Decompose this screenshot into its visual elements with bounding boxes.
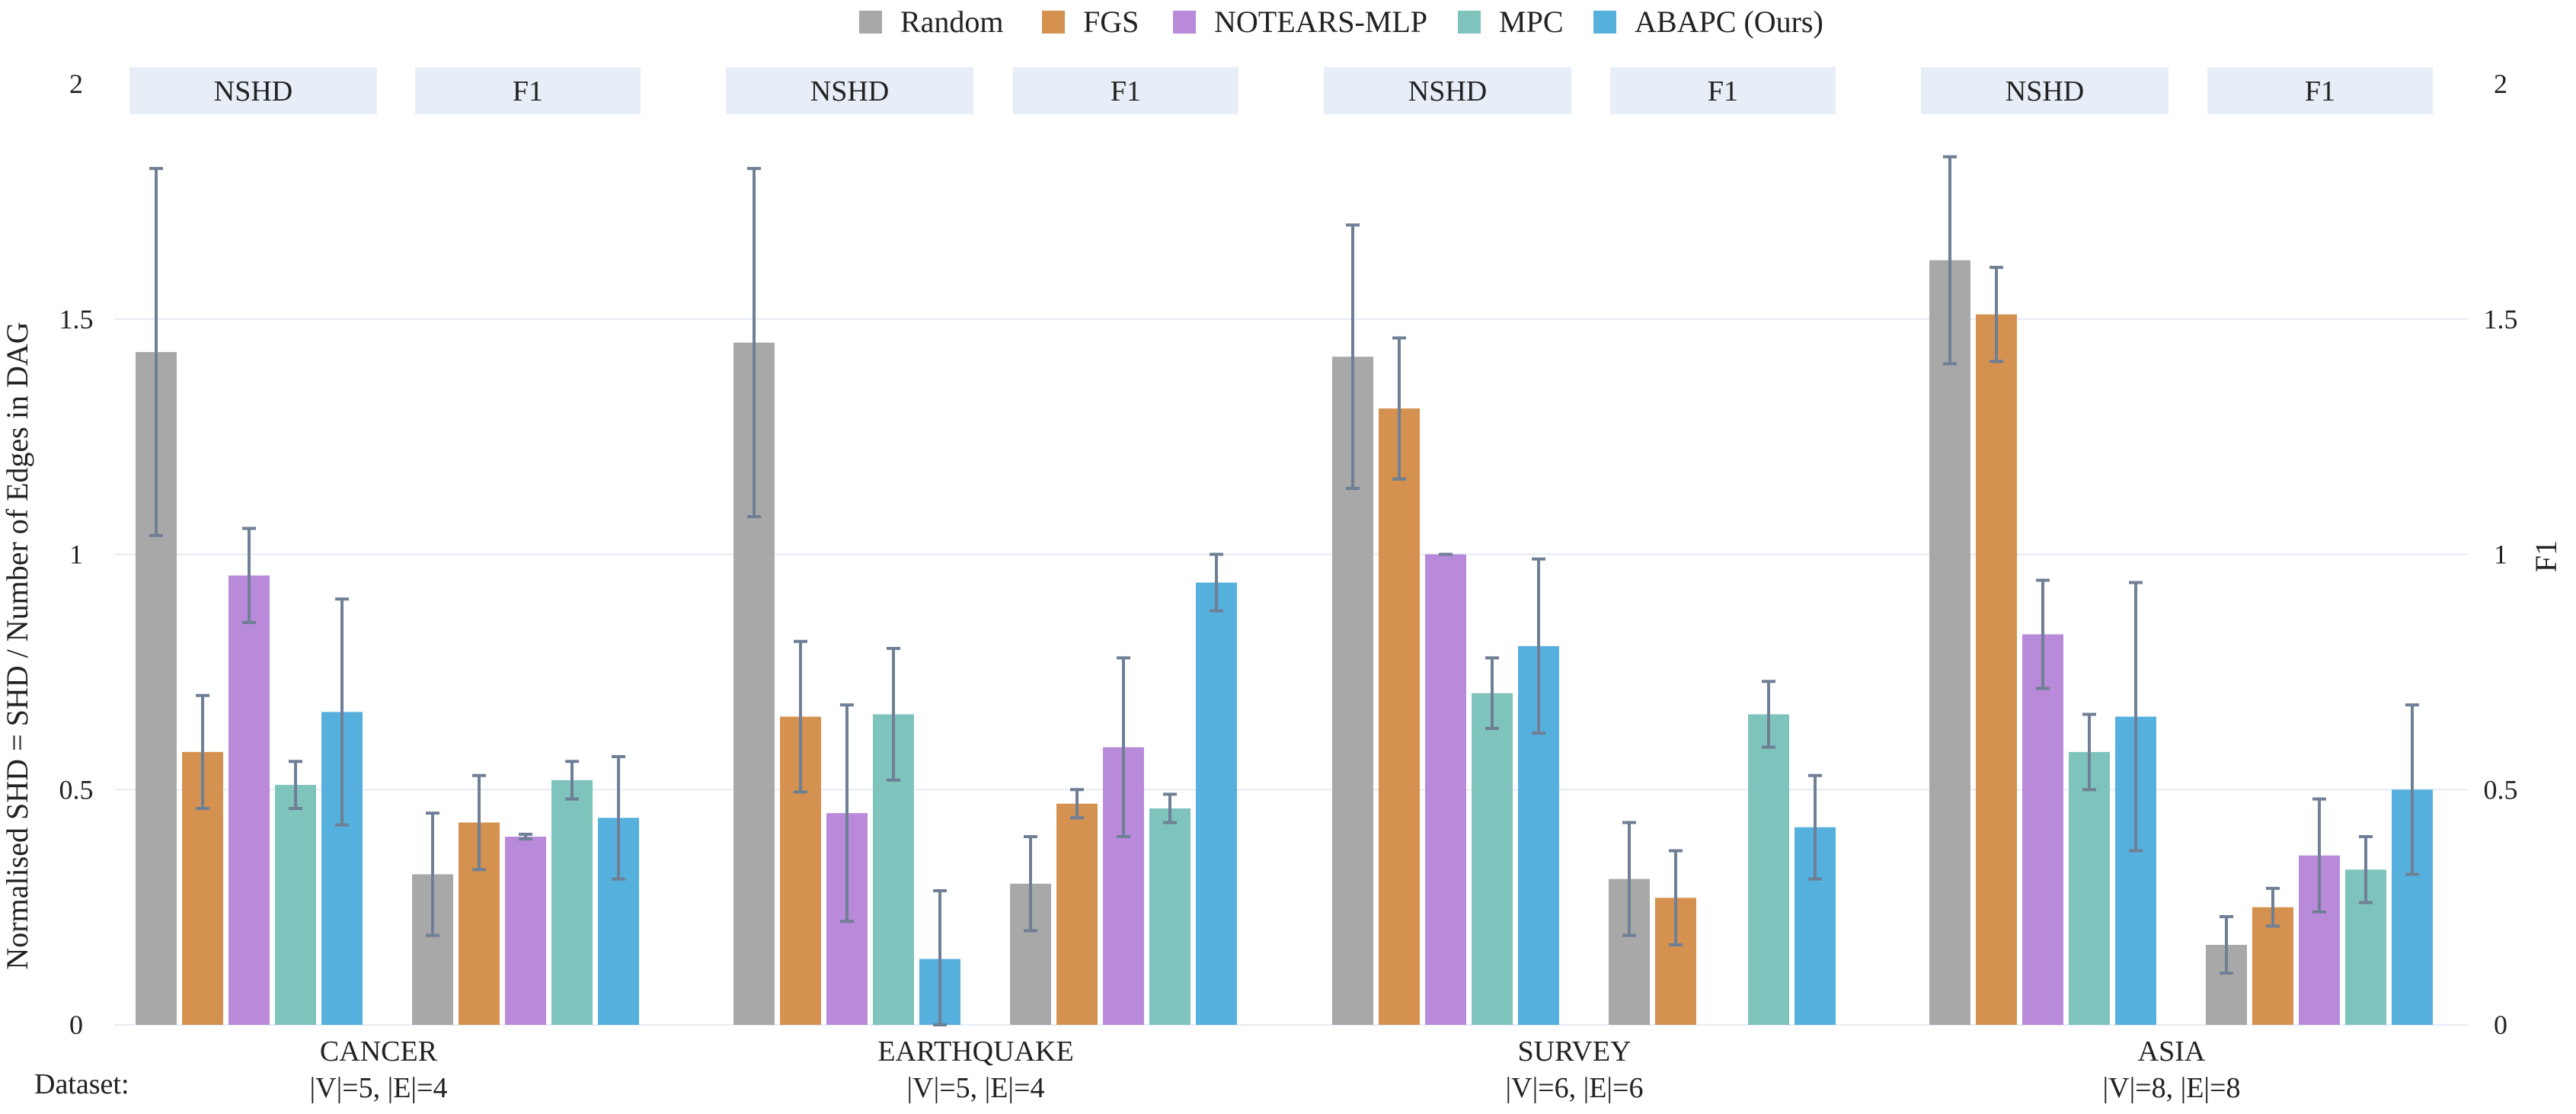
error-bars: [149, 155, 2419, 1026]
strip-label-f1: F1: [513, 75, 543, 107]
legend-label: MPC: [1499, 5, 1564, 39]
y-tick-right: 1: [2494, 539, 2507, 570]
bar-f1-notears-mlp: [505, 837, 546, 1025]
y-tick-right: 2: [2494, 69, 2507, 99]
strip-f1: [2207, 67, 2433, 114]
facet-strips: NSHD F1 NSHD F1 NSHD F1 NSHD F1: [129, 67, 2433, 114]
bar-nshd-notears-mlp: [229, 575, 270, 1025]
bar-nshd-fgs: [1976, 314, 2017, 1025]
strip-nshd: [129, 67, 377, 114]
strip-nshd: [1921, 67, 2169, 114]
bar-nshd-notears-mlp: [1425, 554, 1466, 1025]
legend-swatch: [1593, 11, 1616, 34]
strip-label-f1: F1: [1111, 75, 1141, 107]
dataset-label: ASIA: [2138, 1036, 2206, 1068]
strip-f1: [415, 67, 641, 114]
strip-nshd: [726, 67, 973, 114]
strip-f1: [1610, 67, 1836, 114]
bars: [136, 260, 2433, 1026]
strip-label-f1: F1: [2305, 75, 2335, 107]
strip-f1: [1013, 67, 1238, 114]
dataset-sub-label: |V|=6, |E|=6: [1506, 1072, 1644, 1104]
dataset-label: CANCER: [320, 1036, 438, 1068]
strip-label-nshd: NSHD: [810, 75, 889, 107]
bar-nshd-mpc: [1472, 693, 1513, 1025]
y-tick-left: 2: [69, 69, 83, 99]
bar-nshd-mpc: [275, 785, 316, 1025]
y-axis-title-left: Normalised SHD = SHD / Number of Edges i…: [0, 322, 34, 969]
legend-swatch: [1173, 11, 1196, 34]
dataset-sub-label: |V|=8, |E|=8: [2103, 1072, 2241, 1104]
dataset-label: SURVEY: [1518, 1036, 1632, 1068]
y-axis-title-right: F1: [2529, 540, 2563, 572]
strip-label-nshd: NSHD: [214, 75, 292, 107]
legend-swatch: [1042, 11, 1065, 34]
axes: 0 0 0.5 0.5 1 1 1.5 1.5 2 2 Normalised SHD = SHD /…: [0, 69, 2563, 1104]
y-tick-left: 1: [69, 539, 83, 570]
strip-label-f1: F1: [1708, 75, 1738, 107]
x-axis-prefix: Dataset:: [34, 1068, 129, 1100]
y-tick-right: 1.5: [2484, 304, 2518, 335]
strip-nshd: [1324, 67, 1571, 114]
legend-swatch: [859, 11, 882, 34]
bar-nshd-mpc: [2069, 751, 2110, 1025]
dataset-label: EARTHQUAKE: [877, 1036, 1073, 1068]
y-tick-left: 0: [69, 1010, 83, 1040]
bar-f1-abapc-ours-: [1196, 582, 1237, 1025]
legend-label: NOTEARS-MLP: [1214, 5, 1427, 39]
y-tick-right: 0: [2494, 1010, 2507, 1040]
bar-nshd-notears-mlp: [2022, 634, 2063, 1025]
dataset-sub-label: |V|=5, |E|=4: [907, 1072, 1045, 1104]
bar-f1-mpc: [551, 779, 593, 1025]
y-tick-left: 1.5: [59, 304, 94, 335]
y-tick-right: 0.5: [2484, 774, 2518, 805]
legend-label: FGS: [1083, 5, 1139, 39]
y-tick-left: 0.5: [59, 774, 94, 805]
legend: Random FGS NOTEARS-MLP MPC ABAPC (Ours): [859, 5, 1823, 39]
bar-nshd-fgs: [1379, 408, 1420, 1025]
legend-swatch: [1458, 11, 1481, 34]
strip-label-nshd: NSHD: [1408, 75, 1487, 107]
bar-nshd-random: [1929, 260, 1970, 1025]
dataset-sub-label: |V|=5, |E|=4: [310, 1072, 448, 1104]
bar-f1-mpc: [1149, 808, 1191, 1025]
legend-label: ABAPC (Ours): [1635, 5, 1823, 39]
bar-f1-mpc: [1748, 714, 1789, 1025]
strip-label-nshd: NSHD: [2006, 75, 2084, 107]
bar-f1-fgs: [1056, 803, 1098, 1025]
legend-label: Random: [900, 5, 1004, 39]
